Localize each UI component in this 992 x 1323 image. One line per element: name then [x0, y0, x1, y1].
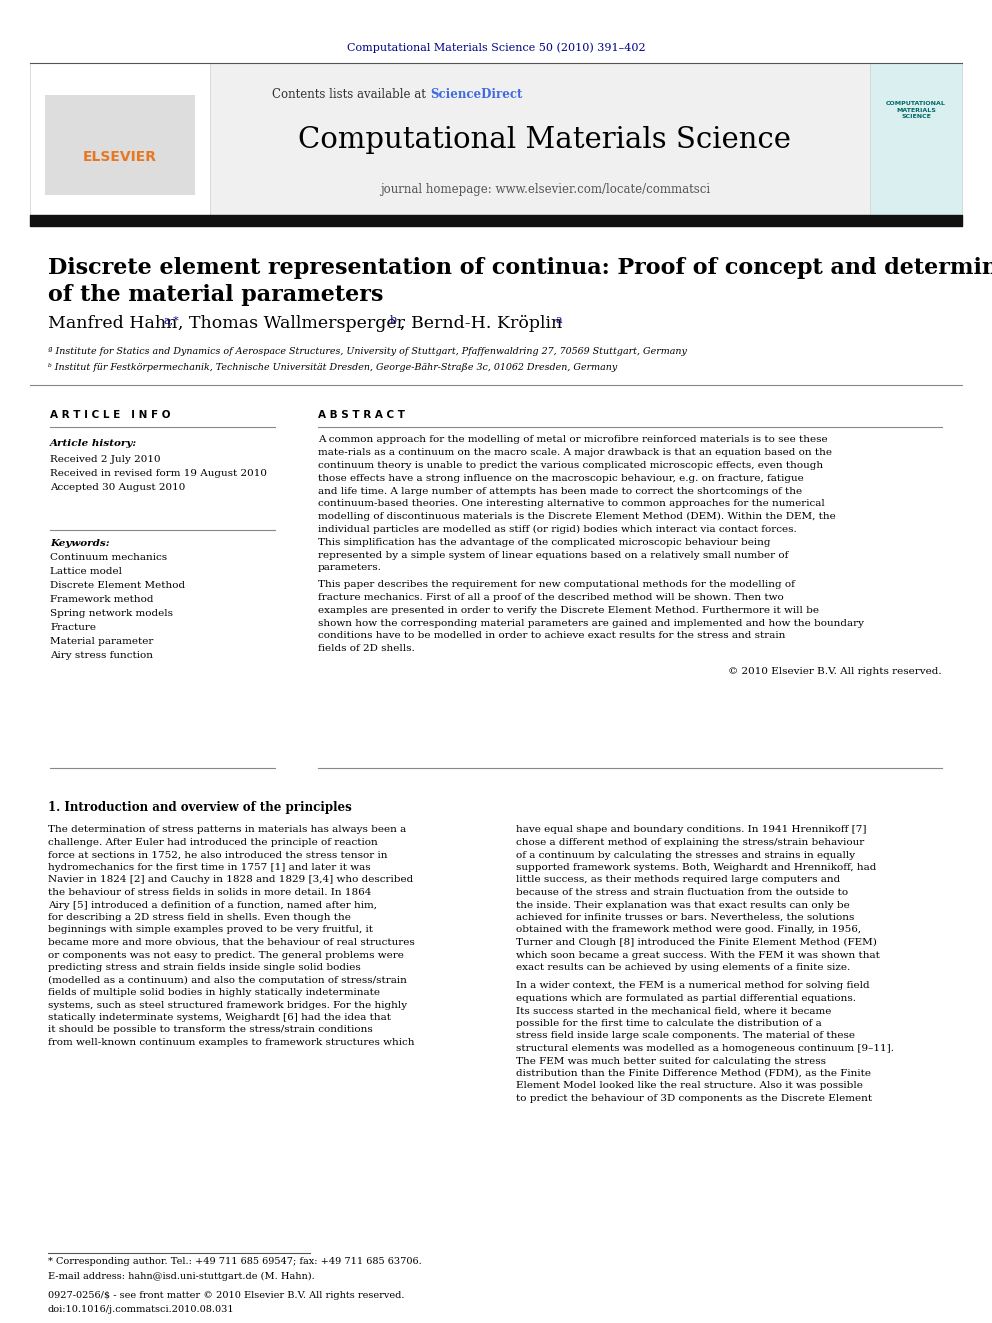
Text: because of the stress and strain fluctuation from the outside to: because of the stress and strain fluctua… — [516, 888, 848, 897]
Text: fields of 2D shells.: fields of 2D shells. — [318, 644, 415, 654]
Text: A common approach for the modelling of metal or microfibre reinforced materials : A common approach for the modelling of m… — [318, 435, 827, 445]
Text: Material parameter: Material parameter — [50, 638, 154, 647]
Text: examples are presented in order to verify the Discrete Element Method. Furthermo: examples are presented in order to verif… — [318, 606, 819, 615]
Bar — [30, 64, 210, 216]
Text: fields of multiple solid bodies in highly statically indeterminate: fields of multiple solid bodies in highl… — [48, 988, 380, 998]
Text: Spring network models: Spring network models — [50, 610, 173, 618]
Text: Discrete element representation of continua: Proof of concept and determination: Discrete element representation of conti… — [48, 257, 992, 279]
Bar — [45, 95, 195, 194]
Text: statically indeterminate systems, Weighardt [6] had the idea that: statically indeterminate systems, Weigha… — [48, 1013, 391, 1021]
Bar — [210, 64, 870, 216]
Text: Accepted 30 August 2010: Accepted 30 August 2010 — [50, 483, 186, 492]
Text: 1. Introduction and overview of the principles: 1. Introduction and overview of the prin… — [48, 802, 352, 815]
Text: (modelled as a continuum) and also the computation of stress/strain: (modelled as a continuum) and also the c… — [48, 975, 407, 984]
Text: or components was not easy to predict. The general problems were: or components was not easy to predict. T… — [48, 950, 404, 959]
Text: E-mail address: hahn@isd.uni-stuttgart.de (M. Hahn).: E-mail address: hahn@isd.uni-stuttgart.d… — [48, 1271, 314, 1281]
Text: modelling of discontinuous materials is the Discrete Element Method (DEM). Withi: modelling of discontinuous materials is … — [318, 512, 835, 521]
Text: have equal shape and boundary conditions. In 1941 Hrennikoff [7]: have equal shape and boundary conditions… — [516, 826, 866, 835]
Bar — [870, 64, 962, 216]
Text: Discrete Element Method: Discrete Element Method — [50, 582, 186, 590]
Text: a,*: a,* — [163, 315, 179, 325]
Text: fracture mechanics. First of all a proof of the described method will be shown. : fracture mechanics. First of all a proof… — [318, 593, 784, 602]
Text: © 2010 Elsevier B.V. All rights reserved.: © 2010 Elsevier B.V. All rights reserved… — [728, 667, 942, 676]
Text: which soon became a great success. With the FEM it was shown that: which soon became a great success. With … — [516, 950, 880, 959]
Text: ª Institute for Statics and Dynamics of Aerospace Structures, University of Stut: ª Institute for Statics and Dynamics of … — [48, 348, 686, 356]
Text: the inside. Their explanation was that exact results can only be: the inside. Their explanation was that e… — [516, 901, 850, 909]
Text: hydromechanics for the first time in 1757 [1] and later it was: hydromechanics for the first time in 175… — [48, 863, 371, 872]
Text: shown how the corresponding material parameters are gained and implemented and h: shown how the corresponding material par… — [318, 619, 864, 627]
Text: Lattice model: Lattice model — [50, 568, 122, 577]
Text: mate-rials as a continuum on the macro scale. A major drawback is that an equati: mate-rials as a continuum on the macro s… — [318, 448, 832, 458]
Text: chose a different method of explaining the stress/strain behaviour: chose a different method of explaining t… — [516, 837, 864, 847]
Text: Continuum mechanics: Continuum mechanics — [50, 553, 167, 562]
Text: A R T I C L E   I N F O: A R T I C L E I N F O — [50, 410, 171, 419]
Text: force at sections in 1752, he also introduced the stress tensor in: force at sections in 1752, he also intro… — [48, 851, 388, 860]
Text: , Thomas Wallmersperger: , Thomas Wallmersperger — [178, 315, 405, 332]
Text: COMPUTATIONAL
MATERIALS
SCIENCE: COMPUTATIONAL MATERIALS SCIENCE — [886, 101, 946, 119]
Text: challenge. After Euler had introduced the principle of reaction: challenge. After Euler had introduced th… — [48, 837, 378, 847]
Text: stress field inside large scale components. The material of these: stress field inside large scale componen… — [516, 1032, 855, 1040]
Text: Airy [5] introduced a definition of a function, named after him,: Airy [5] introduced a definition of a fu… — [48, 901, 377, 909]
Text: This paper describes the requirement for new computational methods for the model: This paper describes the requirement for… — [318, 581, 795, 589]
Text: 0927-0256/$ - see front matter © 2010 Elsevier B.V. All rights reserved.: 0927-0256/$ - see front matter © 2010 El… — [48, 1290, 405, 1299]
Text: b: b — [390, 315, 397, 325]
Text: to predict the behaviour of 3D components as the Discrete Element: to predict the behaviour of 3D component… — [516, 1094, 872, 1103]
Text: doi:10.1016/j.commatsci.2010.08.031: doi:10.1016/j.commatsci.2010.08.031 — [48, 1306, 235, 1315]
Text: Computational Materials Science: Computational Materials Science — [299, 126, 792, 153]
Text: became more and more obvious, that the behaviour of real structures: became more and more obvious, that the b… — [48, 938, 415, 947]
Text: obtained with the framework method were good. Finally, in 1956,: obtained with the framework method were … — [516, 926, 861, 934]
Text: possible for the first time to calculate the distribution of a: possible for the first time to calculate… — [516, 1019, 821, 1028]
Text: of a continuum by calculating the stresses and strains in equally: of a continuum by calculating the stress… — [516, 851, 855, 860]
Text: journal homepage: www.elsevier.com/locate/commatsci: journal homepage: www.elsevier.com/locat… — [380, 184, 710, 197]
Text: structural elements was modelled as a homogeneous continuum [9–11].: structural elements was modelled as a ho… — [516, 1044, 894, 1053]
Text: continuum theory is unable to predict the various complicated microscopic effect: continuum theory is unable to predict th… — [318, 462, 823, 470]
Text: Framework method: Framework method — [50, 595, 154, 605]
Text: those effects have a strong influence on the macroscopic behaviour, e.g. on frac: those effects have a strong influence on… — [318, 474, 804, 483]
Text: Navier in 1824 [2] and Cauchy in 1828 and 1829 [3,4] who described: Navier in 1824 [2] and Cauchy in 1828 an… — [48, 876, 414, 885]
Text: and life time. A large number of attempts has been made to correct the shortcomi: and life time. A large number of attempt… — [318, 487, 803, 496]
Text: achieved for infinite trusses or bars. Nevertheless, the solutions: achieved for infinite trusses or bars. N… — [516, 913, 854, 922]
Text: little success, as their methods required large computers and: little success, as their methods require… — [516, 876, 840, 885]
Text: Manfred Hahn: Manfred Hahn — [48, 315, 178, 332]
Text: parameters.: parameters. — [318, 564, 382, 573]
Text: the behaviour of stress fields in solids in more detail. In 1864: the behaviour of stress fields in solids… — [48, 888, 371, 897]
Text: Received in revised form 19 August 2010: Received in revised form 19 August 2010 — [50, 468, 267, 478]
Text: The FEM was much better suited for calculating the stress: The FEM was much better suited for calcu… — [516, 1057, 826, 1065]
Text: * Corresponding author. Tel.: +49 711 685 69547; fax: +49 711 685 63706.: * Corresponding author. Tel.: +49 711 68… — [48, 1257, 422, 1266]
Text: of the material parameters: of the material parameters — [48, 284, 383, 306]
Text: it should be possible to transform the stress/strain conditions: it should be possible to transform the s… — [48, 1025, 373, 1035]
Text: Keywords:: Keywords: — [50, 540, 110, 549]
Text: Article history:: Article history: — [50, 439, 137, 448]
Text: Element Model looked like the real structure. Also it was possible: Element Model looked like the real struc… — [516, 1081, 863, 1090]
Text: Its success started in the mechanical field, where it became: Its success started in the mechanical fi… — [516, 1007, 831, 1016]
Text: A B S T R A C T: A B S T R A C T — [318, 410, 405, 419]
Text: continuum-based theories. One interesting alternative to common approaches for t: continuum-based theories. One interestin… — [318, 500, 824, 508]
Text: exact results can be achieved by using elements of a finite size.: exact results can be achieved by using e… — [516, 963, 850, 972]
Text: The determination of stress patterns in materials has always been a: The determination of stress patterns in … — [48, 826, 407, 835]
Text: represented by a simple system of linear equations based on a relatively small n: represented by a simple system of linear… — [318, 550, 789, 560]
Text: Airy stress function: Airy stress function — [50, 651, 153, 660]
Text: ᵇ Institut für Festkörpermechanik, Technische Universität Dresden, George-Bähr-S: ᵇ Institut für Festkörpermechanik, Techn… — [48, 363, 617, 372]
Text: from well-known continuum examples to framework structures which: from well-known continuum examples to fr… — [48, 1039, 415, 1046]
Text: individual particles are modelled as stiff (or rigid) bodies which interact via : individual particles are modelled as sti… — [318, 525, 797, 534]
Text: a: a — [555, 315, 561, 325]
Text: for describing a 2D stress field in shells. Even though the: for describing a 2D stress field in shel… — [48, 913, 351, 922]
Text: distribution than the Finite Difference Method (FDM), as the Finite: distribution than the Finite Difference … — [516, 1069, 871, 1078]
Text: Contents lists available at: Contents lists available at — [273, 89, 430, 102]
Text: Received 2 July 2010: Received 2 July 2010 — [50, 455, 161, 463]
Text: ScienceDirect: ScienceDirect — [430, 89, 523, 102]
Text: Fracture: Fracture — [50, 623, 96, 632]
Text: , Bernd-H. Kröplin: , Bernd-H. Kröplin — [400, 315, 562, 332]
Text: ELSEVIER: ELSEVIER — [83, 149, 157, 164]
Text: beginnings with simple examples proved to be very fruitful, it: beginnings with simple examples proved t… — [48, 926, 373, 934]
Text: conditions have to be modelled in order to achieve exact results for the stress : conditions have to be modelled in order … — [318, 631, 786, 640]
Text: supported framework systems. Both, Weighardt and Hrennikoff, had: supported framework systems. Both, Weigh… — [516, 863, 876, 872]
Text: predicting stress and strain fields inside single solid bodies: predicting stress and strain fields insi… — [48, 963, 361, 972]
Text: Turner and Clough [8] introduced the Finite Element Method (FEM): Turner and Clough [8] introduced the Fin… — [516, 938, 877, 947]
Text: equations which are formulated as partial differential equations.: equations which are formulated as partia… — [516, 994, 856, 1003]
Text: Computational Materials Science 50 (2010) 391–402: Computational Materials Science 50 (2010… — [346, 42, 646, 53]
Text: This simplification has the advantage of the complicated microscopic behaviour b: This simplification has the advantage of… — [318, 538, 771, 546]
Text: systems, such as steel structured framework bridges. For the highly: systems, such as steel structured framew… — [48, 1000, 407, 1009]
Text: In a wider context, the FEM is a numerical method for solving field: In a wider context, the FEM is a numeric… — [516, 982, 870, 991]
